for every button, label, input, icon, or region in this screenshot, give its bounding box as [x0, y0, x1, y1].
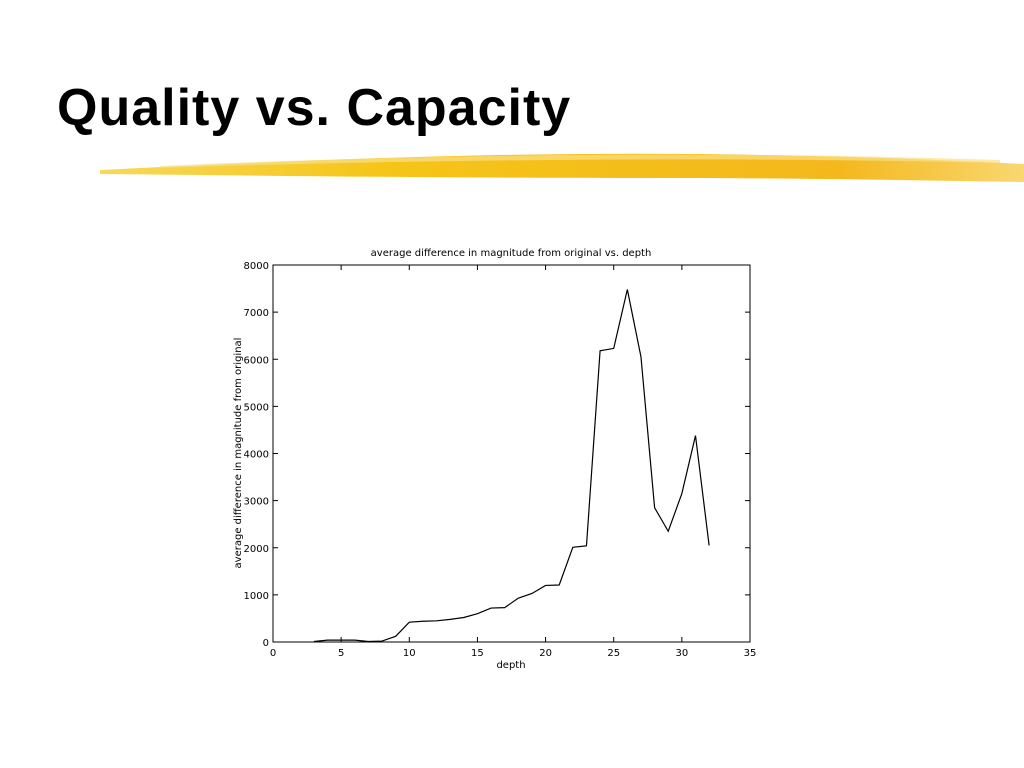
y-tick-label: 1000 — [244, 591, 269, 602]
x-tick-label: 0 — [270, 648, 276, 659]
x-tick-label: 35 — [744, 648, 757, 659]
x-axis-label: depth — [496, 660, 525, 671]
x-tick-label: 20 — [539, 648, 552, 659]
y-tick-label: 7000 — [244, 308, 269, 319]
y-tick-label: 6000 — [244, 355, 269, 366]
y-tick-label: 8000 — [244, 261, 269, 272]
y-axis-label: average difference in magnitude from ori… — [233, 338, 244, 569]
y-tick-label: 3000 — [244, 497, 269, 508]
slide-title: Quality vs. Capacity — [57, 79, 572, 137]
y-tick-label: 5000 — [244, 402, 269, 413]
x-tick-label: 15 — [471, 648, 484, 659]
chart-title: average difference in magnitude from ori… — [371, 248, 652, 259]
y-tick-label: 0 — [263, 638, 269, 649]
x-tick-label: 5 — [338, 648, 344, 659]
plot-frame — [272, 264, 751, 643]
x-tick-label: 10 — [403, 648, 416, 659]
y-tick-label: 2000 — [244, 544, 269, 555]
x-tick-label: 25 — [607, 648, 620, 659]
y-tick-label: 4000 — [244, 450, 269, 461]
data-line — [313, 289, 710, 643]
title-underline-streak — [160, 154, 1000, 168]
x-tick-label: 30 — [675, 648, 688, 659]
